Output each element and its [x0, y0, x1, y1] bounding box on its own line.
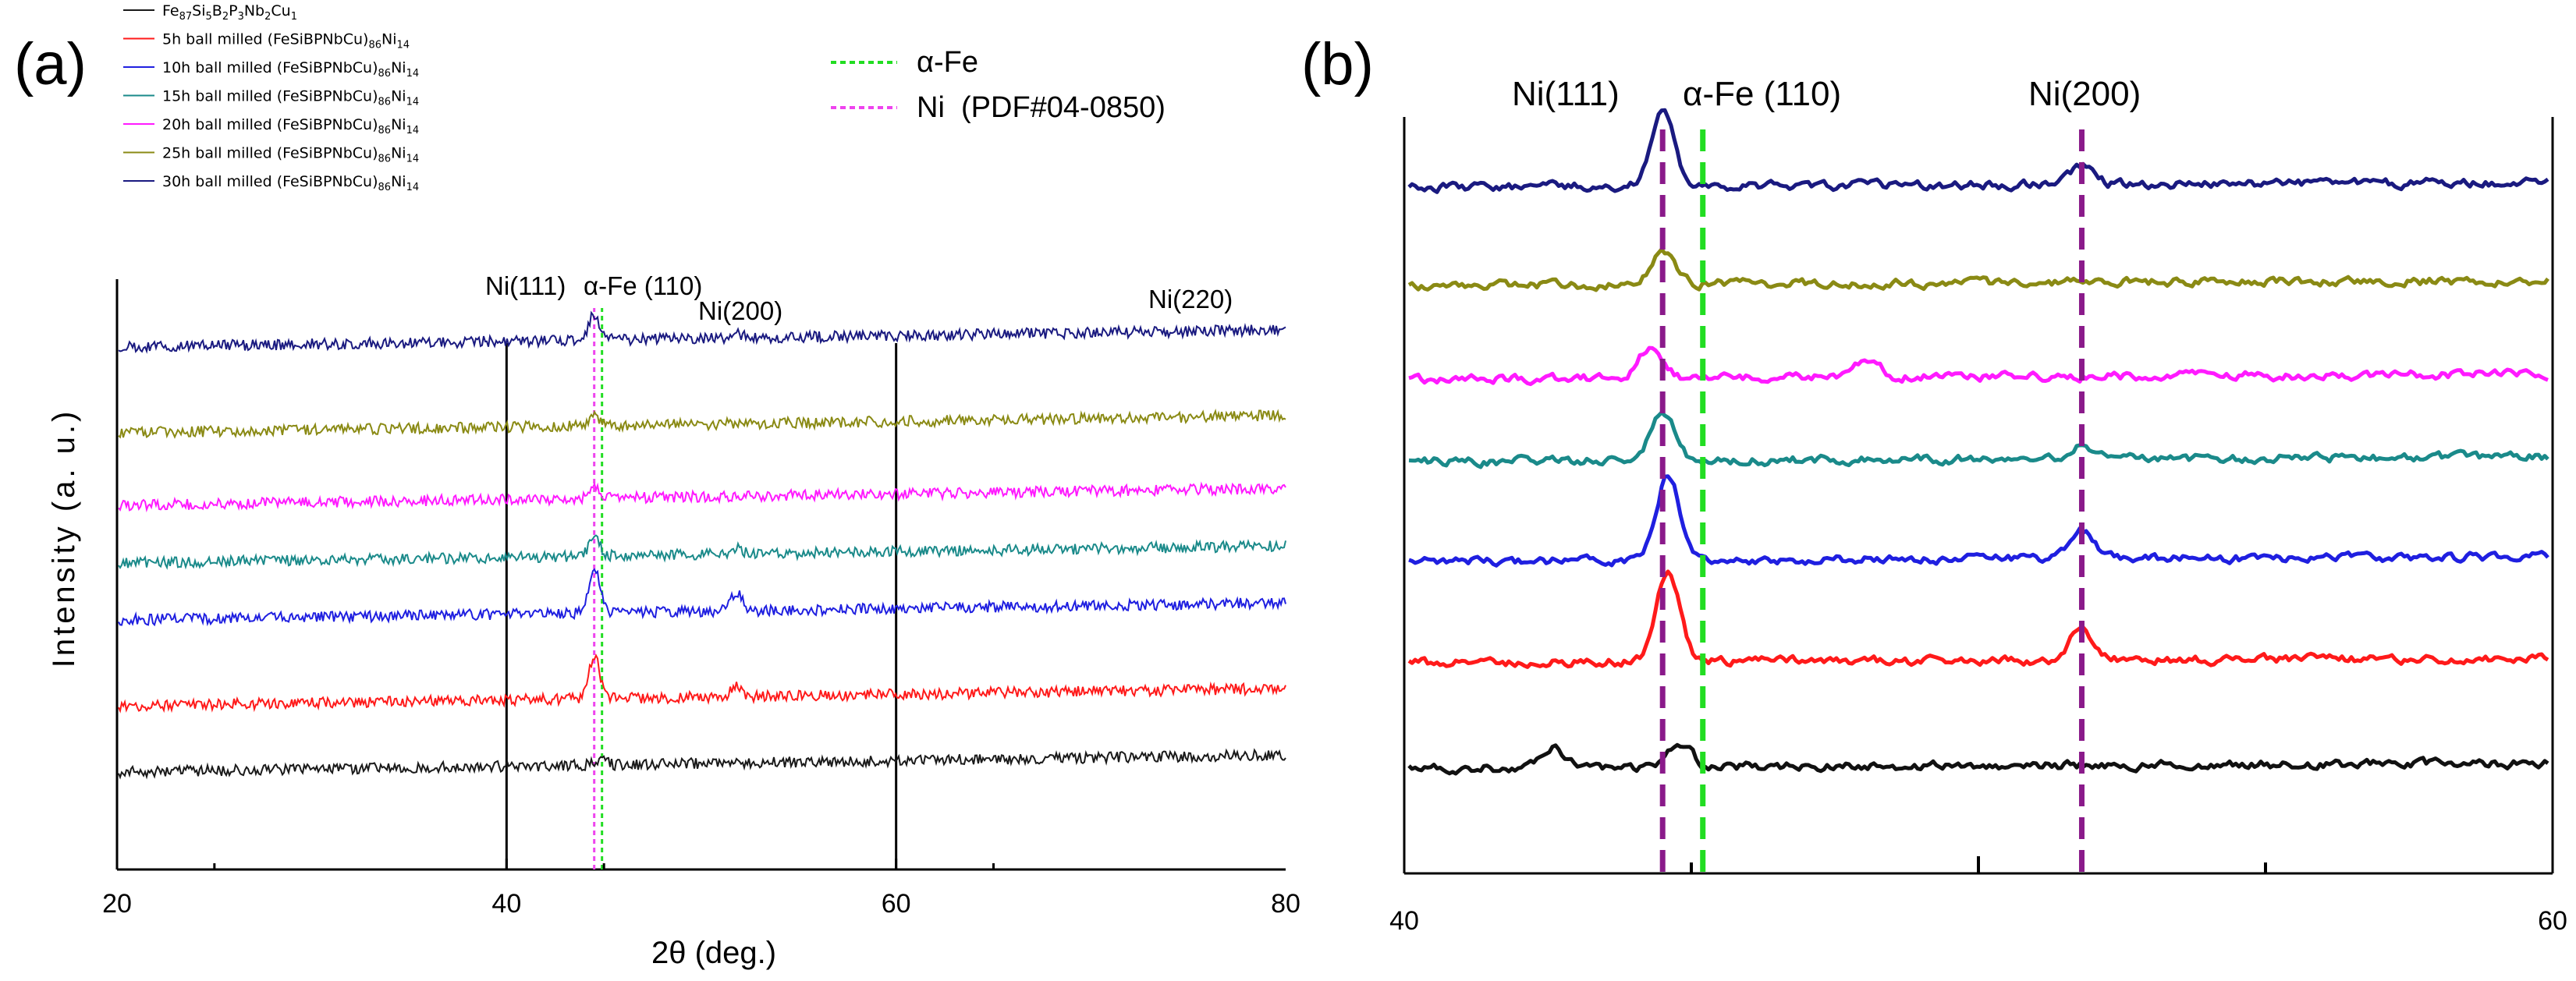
a-x-tick-label-60: 60: [882, 889, 911, 919]
panel-b-label: (b): [1301, 31, 1374, 97]
panel-a: 20 40 60 80 2θ (deg.) Intensity (a. u.) Ni(…: [47, 2, 1300, 970]
a-series-group: [118, 310, 1286, 780]
a-label-alpha-fe-110: α-Fe (110): [584, 271, 702, 300]
a-y-axis-title: Intensity (a. u.): [47, 409, 81, 668]
b-label-alpha-fe-110: α-Fe (110): [1683, 75, 1841, 113]
a-series-line-5: [118, 409, 1286, 439]
b-series-group: [1407, 108, 2549, 776]
b-x-ticks: 40 60: [1389, 906, 2567, 936]
panel-a-label: (a): [14, 31, 87, 97]
a-series-line-6: [118, 310, 1286, 354]
b-ref-lines: [1659, 125, 2085, 872]
legend-ref-ni: Ni (PDF#04-0850): [917, 91, 1166, 124]
a-label-ni220: Ni(220): [1148, 285, 1233, 313]
b-x-tick-label-60: 60: [2538, 906, 2567, 936]
panel-b: 40 60 Ni(111) α-Fe (110) Ni(200): [1389, 75, 2567, 936]
b-label-ni111: Ni(111): [1512, 75, 1620, 113]
b-label-ni200: Ni(200): [2028, 75, 2141, 113]
legend-entry-3: 15h ball milled (FeSiBPNbCu)86Ni14: [162, 88, 419, 108]
a-series-line-1: [118, 653, 1286, 714]
a-label-ni200: Ni(200): [698, 296, 782, 325]
a-x-tick-label-20: 20: [102, 889, 132, 919]
a-label-ni111: Ni(111): [485, 271, 566, 300]
a-series-line-2: [118, 568, 1286, 627]
a-x-axis-title: 2θ (deg.): [651, 936, 776, 970]
b-series-line-2: [1408, 474, 2549, 568]
b-x-tick-label-40: 40: [1389, 906, 1419, 936]
a-x-ticks: 20 40 60 80: [102, 859, 1300, 919]
b-series-line-6: [1407, 108, 2549, 194]
b-series-line-4: [1408, 345, 2549, 387]
a-series-line-4: [118, 481, 1286, 513]
legend-entry-5: 25h ball milled (FeSiBPNbCu)86Ni14: [162, 145, 419, 165]
a-x-tick-label-40: 40: [491, 889, 521, 919]
a-legend: Fe87Si5B2P3Nb2Cu1 5h ball milled (FeSiBP…: [123, 2, 419, 193]
legend-entry-1: 5h ball milled (FeSiBPNbCu)86Ni14: [162, 31, 410, 51]
legend-entry-4: 20h ball milled (FeSiBPNbCu)86Ni14: [162, 116, 419, 136]
b-series-line-3: [1408, 410, 2549, 469]
legend-entry-6: 30h ball milled (FeSiBPNbCu)86Ni14: [162, 173, 419, 193]
a-series-line-3: [118, 534, 1286, 570]
a-series-line-0: [118, 748, 1286, 780]
legend-entry-0: Fe87Si5B2P3Nb2Cu1: [162, 2, 297, 23]
legend-ref-alpha-fe: α-Fe: [917, 46, 978, 79]
legend-entry-2: 10h ball milled (FeSiBPNbCu)86Ni14: [162, 59, 419, 80]
a-x-tick-label-80: 80: [1271, 889, 1300, 919]
b-series-line-0: [1407, 742, 2549, 776]
b-series-line-5: [1407, 247, 2549, 292]
b-series-line-1: [1407, 569, 2549, 669]
